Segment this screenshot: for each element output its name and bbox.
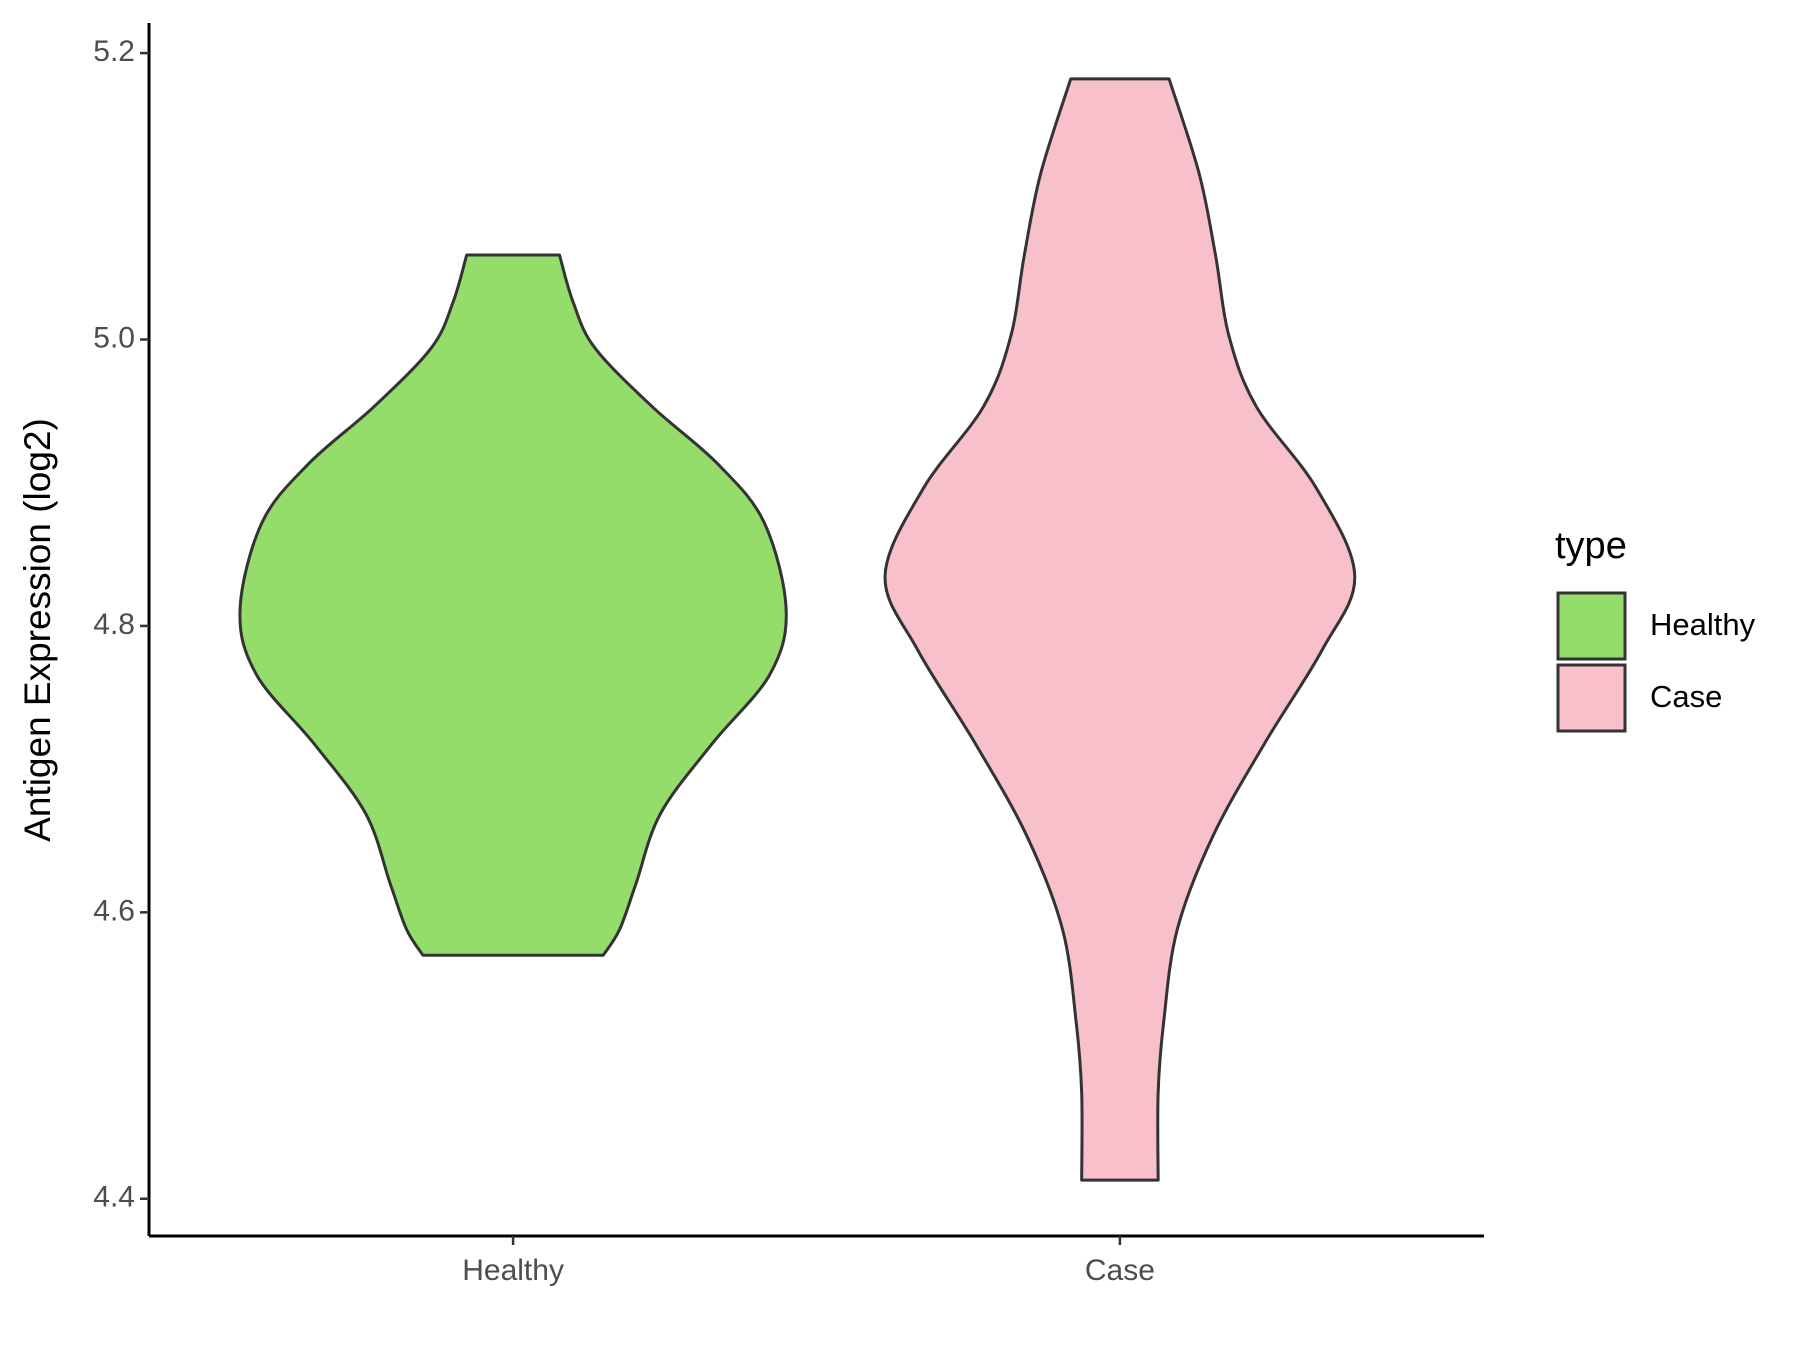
legend-label: Healthy [1650,607,1756,642]
y-tick-label: 5.2 [93,35,135,68]
legend-key [1556,663,1627,733]
legend-title: type [1555,525,1627,567]
y-tick-label: 4.6 [93,894,135,927]
x-tick-label: Case [1085,1254,1155,1287]
y-axis-title: Antigen Expression (log2) [17,418,58,842]
legend-key [1556,591,1627,661]
y-tick-label: 4.8 [93,608,135,641]
legend-label: Case [1650,679,1722,714]
violin [238,253,788,957]
y-tick-label: 4.4 [93,1181,135,1214]
violin [883,77,1357,1182]
x-tick-label: Healthy [462,1254,564,1287]
y-tick-label: 5.0 [93,321,135,354]
